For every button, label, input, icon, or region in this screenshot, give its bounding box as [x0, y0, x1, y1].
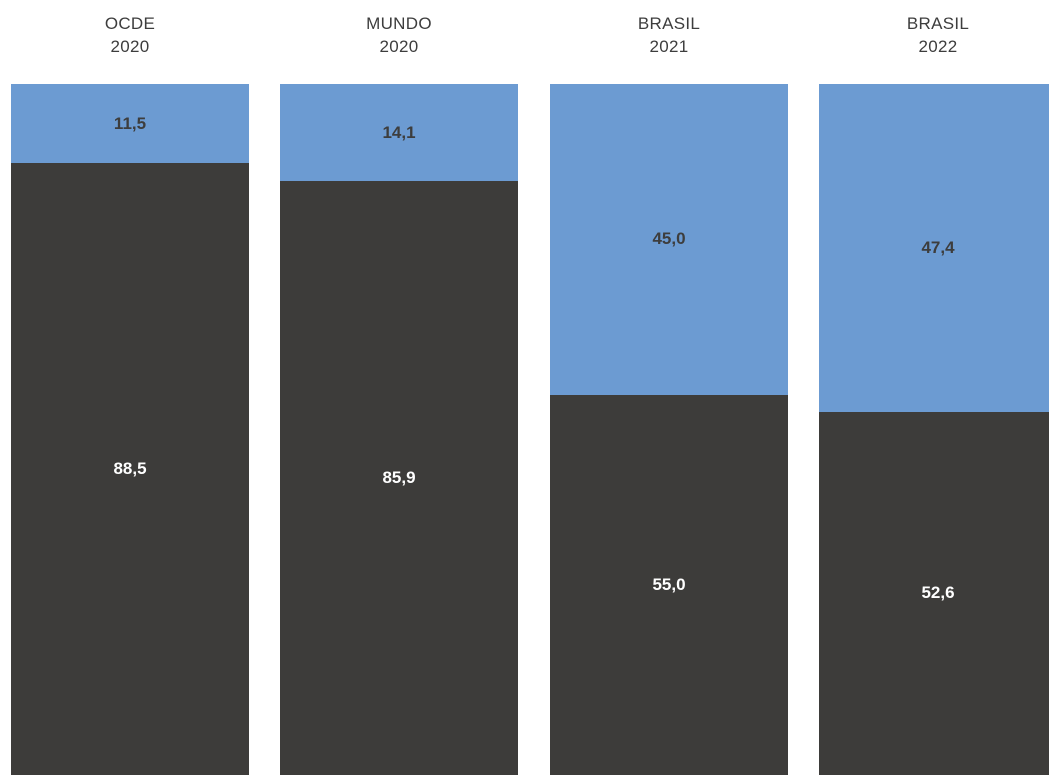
bar-segment: 85,9 — [280, 181, 518, 775]
category-label: BRASIL 2022 — [819, 12, 1049, 58]
data-label: 47,4 — [921, 237, 955, 257]
category-label: OCDE 2020 — [11, 12, 249, 58]
category-label-line2: 2022 — [918, 37, 958, 56]
bar-segment: 47,4 — [819, 84, 1049, 412]
bar-column: 85,9 14,1 — [280, 84, 518, 775]
category-label-line1: OCDE — [104, 14, 156, 33]
bar-segment: 45,0 — [550, 84, 788, 395]
bar-segment: 55,0 — [550, 394, 788, 775]
category-label-line1: MUNDO — [366, 14, 432, 33]
category-label: BRASIL 2021 — [550, 12, 788, 58]
category-label-line1: BRASIL — [906, 14, 970, 33]
category-label-line2: 2020 — [110, 37, 150, 56]
category-label-line1: BRASIL — [637, 14, 701, 33]
data-label: 52,6 — [921, 583, 955, 603]
bar-column: 52,6 47,4 — [819, 84, 1049, 775]
bar-column: 55,0 45,0 — [550, 84, 788, 775]
bar-segment: 88,5 — [11, 163, 249, 775]
data-label: 11,5 — [113, 113, 147, 133]
bar-segment: 14,1 — [280, 84, 518, 182]
data-label: 45,0 — [652, 229, 686, 249]
category-label-line2: 2021 — [649, 37, 689, 56]
data-label: 55,0 — [652, 574, 686, 594]
category-label: MUNDO 2020 — [280, 12, 518, 58]
data-label: 14,1 — [382, 122, 416, 142]
data-label: 85,9 — [382, 468, 416, 488]
data-label: 88,5 — [113, 459, 147, 479]
bar-segment: 52,6 — [819, 411, 1049, 775]
bar-segment: 11,5 — [11, 84, 249, 164]
bar-column: 88,5 11,5 — [11, 84, 249, 775]
category-label-line2: 2020 — [379, 37, 419, 56]
